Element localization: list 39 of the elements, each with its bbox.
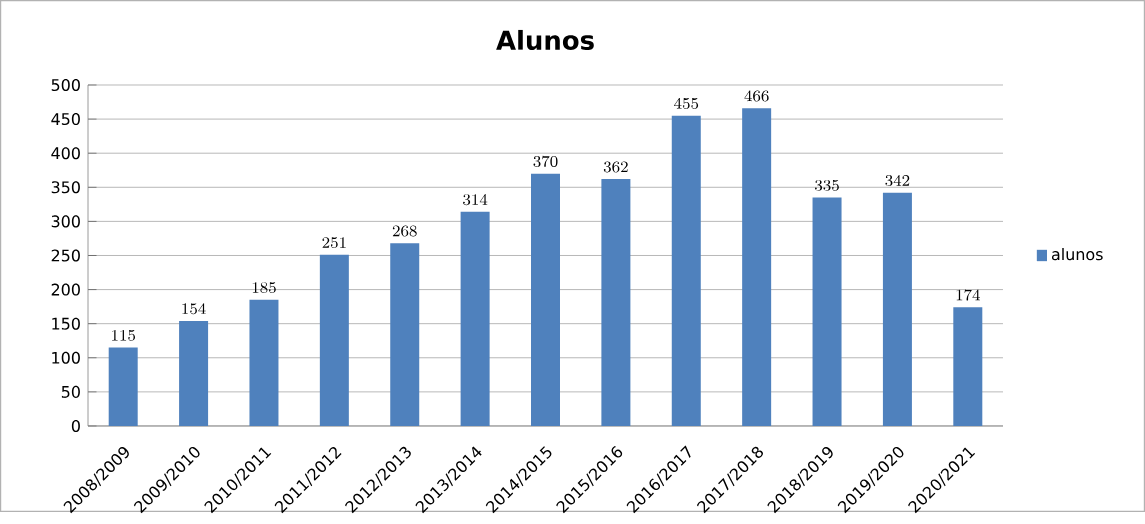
- data-label: 185: [252, 281, 276, 293]
- y-tick-label: 350: [51, 181, 80, 194]
- bar: [953, 307, 983, 426]
- bar: [742, 107, 772, 426]
- bar: [108, 347, 138, 426]
- bar: [249, 299, 279, 426]
- legend-label: alunos: [1051, 247, 1103, 261]
- bar: [390, 243, 420, 426]
- y-tick-label: 0: [71, 419, 80, 432]
- bar: [179, 320, 209, 426]
- y-tick-label: 250: [51, 249, 80, 262]
- y-tick-label: 400: [51, 146, 80, 160]
- data-label: 370: [533, 155, 558, 167]
- data-label: 342: [885, 174, 910, 186]
- data-label: 115: [112, 329, 136, 341]
- bar: [601, 178, 631, 426]
- y-tick-label: 100: [52, 351, 80, 364]
- y-tick-label: 150: [52, 317, 80, 330]
- data-label: 466: [744, 90, 769, 102]
- bar: [460, 211, 490, 426]
- data-label: 335: [815, 179, 839, 191]
- bar: [812, 197, 842, 426]
- bar: [882, 192, 912, 426]
- data-label: 251: [322, 236, 346, 248]
- y-tick-label: 500: [51, 78, 80, 91]
- bar: [531, 173, 560, 426]
- data-label: 268: [392, 225, 417, 237]
- y-tick-label: 50: [61, 385, 80, 398]
- data-label: 362: [603, 161, 628, 173]
- y-tick-label: 300: [51, 215, 80, 228]
- data-label: 314: [463, 193, 488, 205]
- y-tick-label: 200: [51, 283, 80, 296]
- y-tick-label: 450: [51, 112, 80, 125]
- data-label: 154: [182, 302, 206, 315]
- data-label: 174: [956, 289, 980, 301]
- chart-title: Alunos: [496, 29, 594, 50]
- bar: [319, 254, 349, 426]
- bar: [671, 115, 701, 426]
- data-label: 455: [674, 97, 699, 109]
